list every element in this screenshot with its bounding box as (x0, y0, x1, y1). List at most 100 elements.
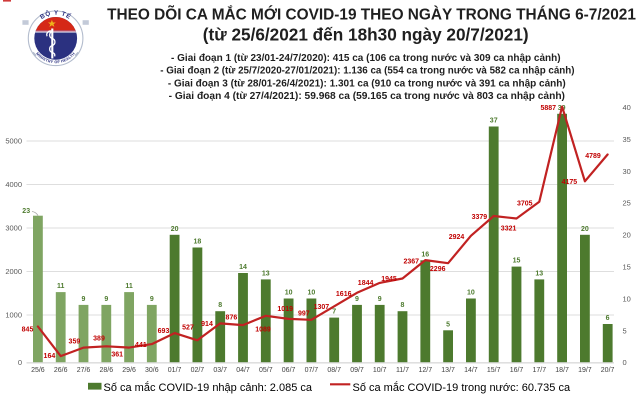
svg-text:2296: 2296 (430, 266, 446, 273)
svg-text:4000: 4000 (5, 180, 22, 189)
svg-text:527: 527 (182, 324, 194, 331)
svg-text:BỘ Y TẾ: BỘ Y TẾ (39, 8, 74, 21)
svg-text:7: 7 (332, 309, 336, 316)
svg-text:23: 23 (22, 208, 30, 215)
svg-text:27/6: 27/6 (77, 367, 91, 374)
svg-text:0: 0 (623, 358, 627, 367)
svg-text:441: 441 (135, 342, 147, 349)
svg-text:16/7: 16/7 (510, 367, 524, 374)
svg-text:3000: 3000 (5, 224, 22, 233)
svg-text:1000: 1000 (5, 311, 22, 320)
svg-text:20/7: 20/7 (601, 367, 615, 374)
svg-text:9: 9 (150, 296, 154, 303)
svg-text:19/7: 19/7 (578, 367, 592, 374)
svg-text:914: 914 (201, 321, 213, 328)
svg-text:5000: 5000 (5, 137, 22, 146)
svg-text:10: 10 (308, 290, 316, 297)
svg-text:1089: 1089 (255, 326, 271, 333)
svg-text:25: 25 (623, 199, 631, 208)
svg-text:6: 6 (606, 315, 610, 322)
svg-text:11/7: 11/7 (396, 367, 409, 374)
svg-text:1307: 1307 (314, 304, 330, 311)
svg-text:25/6: 25/6 (31, 367, 45, 374)
svg-text:Số ca mắc COVID-19 trong nước:: Số ca mắc COVID-19 trong nước: 60.735 ca (353, 381, 571, 394)
svg-text:9: 9 (82, 296, 86, 303)
svg-text:04/7: 04/7 (236, 367, 250, 374)
svg-text:10: 10 (285, 290, 293, 297)
svg-text:4789: 4789 (585, 153, 601, 160)
svg-text:389: 389 (93, 336, 105, 343)
svg-text:5: 5 (446, 321, 450, 328)
svg-text:35: 35 (623, 135, 631, 144)
svg-text:1844: 1844 (358, 280, 374, 287)
svg-text:11: 11 (125, 283, 133, 290)
svg-text:1945: 1945 (381, 276, 397, 283)
svg-text:845: 845 (22, 327, 34, 334)
svg-text:20: 20 (581, 226, 589, 233)
svg-text:0: 0 (18, 358, 22, 367)
svg-text:5: 5 (623, 326, 627, 335)
svg-text:THEO DÕI CA MẮC MỚI COVID-19 T: THEO DÕI CA MẮC MỚI COVID-19 THEO NGÀY T… (107, 6, 636, 24)
svg-text:06/7: 06/7 (282, 367, 296, 374)
svg-text:1019: 1019 (277, 306, 293, 313)
svg-text:12/7: 12/7 (418, 367, 432, 374)
svg-text:10: 10 (467, 290, 475, 297)
svg-text:11: 11 (57, 283, 65, 290)
svg-text:Số ca mắc COVID-19 nhập cảnh:: Số ca mắc COVID-19 nhập cảnh: 2.085 ca (104, 381, 313, 394)
svg-text:13: 13 (535, 270, 543, 277)
svg-text:9: 9 (378, 296, 382, 303)
svg-text:09/7: 09/7 (350, 367, 364, 374)
svg-text:- Giai đoạn 1 (từ 23/01-24/7/2: - Giai đoạn 1 (từ 23/01-24/7/2020): 415 … (171, 53, 561, 64)
svg-text:03/7: 03/7 (213, 367, 227, 374)
svg-text:13: 13 (262, 270, 270, 277)
svg-text:17/7: 17/7 (532, 367, 546, 374)
svg-text:16: 16 (421, 251, 429, 258)
svg-text:26/6: 26/6 (54, 367, 68, 374)
svg-text:3705: 3705 (517, 200, 533, 207)
svg-text:08/7: 08/7 (327, 367, 341, 374)
svg-text:40: 40 (623, 103, 631, 112)
svg-text:2924: 2924 (449, 234, 465, 241)
svg-text:3379: 3379 (472, 214, 488, 221)
svg-text:- Giai đoạn 3 (từ 28/01-26/4/2: - Giai đoạn 3 (từ 28/01-26/4/2021): 1.30… (168, 78, 566, 89)
svg-text:(từ 25/6/2021 đến 18h30 ngày 2: (từ 25/6/2021 đến 18h30 ngày 20/7/2021) (203, 25, 529, 45)
svg-text:- Giai đoạn 4 (từ 27/4/2021):: - Giai đoạn 4 (từ 27/4/2021): 59.968 ca … (169, 91, 565, 102)
svg-text:- Giai đoạn 2 (từ 25/7/2020-27: - Giai đoạn 2 (từ 25/7/2020-27/01/2021):… (160, 66, 574, 77)
svg-text:01/7: 01/7 (168, 367, 182, 374)
svg-text:28/6: 28/6 (99, 367, 113, 374)
svg-text:8: 8 (218, 302, 222, 309)
svg-text:1616: 1616 (336, 291, 352, 298)
svg-text:18/7: 18/7 (555, 367, 569, 374)
svg-text:2000: 2000 (5, 267, 22, 276)
svg-text:07/7: 07/7 (305, 367, 319, 374)
svg-text:13/7: 13/7 (441, 367, 455, 374)
svg-text:05/7: 05/7 (259, 367, 273, 374)
svg-text:8: 8 (401, 302, 405, 309)
svg-text:18: 18 (194, 239, 202, 246)
svg-text:20: 20 (623, 231, 631, 240)
svg-text:15: 15 (513, 258, 521, 265)
svg-text:9: 9 (355, 296, 359, 303)
svg-text:30/6: 30/6 (145, 367, 159, 374)
svg-text:693: 693 (158, 328, 170, 335)
svg-text:3321: 3321 (501, 225, 517, 232)
svg-text:5887: 5887 (541, 105, 557, 112)
svg-text:30: 30 (623, 167, 631, 176)
svg-text:15: 15 (623, 263, 631, 272)
svg-text:29/6: 29/6 (122, 367, 136, 374)
svg-text:361: 361 (111, 352, 123, 359)
svg-text:20: 20 (171, 226, 179, 233)
svg-text:164: 164 (44, 353, 56, 360)
svg-text:14: 14 (239, 264, 247, 271)
svg-text:9: 9 (104, 296, 108, 303)
svg-text:02/7: 02/7 (191, 367, 205, 374)
svg-text:10/7: 10/7 (373, 367, 387, 374)
svg-text:37: 37 (490, 118, 498, 125)
svg-text:14/7: 14/7 (464, 367, 478, 374)
svg-text:997: 997 (298, 311, 310, 318)
svg-text:10: 10 (623, 294, 631, 303)
svg-text:359: 359 (69, 339, 81, 346)
svg-text:4175: 4175 (562, 179, 578, 186)
svg-text:15/7: 15/7 (487, 367, 501, 374)
svg-text:876: 876 (226, 314, 238, 321)
